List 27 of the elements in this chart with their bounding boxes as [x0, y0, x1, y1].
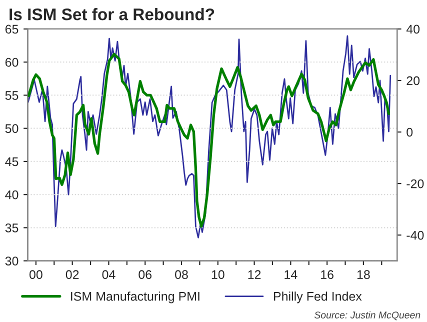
- y-tick-label: 35: [5, 224, 18, 232]
- y2-tick-label: -40: [406, 230, 424, 240]
- y-tick-label: 40: [5, 190, 18, 200]
- y-tick-label: 55: [5, 91, 18, 100]
- y-tick-label: 45: [5, 157, 18, 166]
- y2-tick-label: 40: [406, 24, 420, 34]
- x-tick-label: 10: [212, 270, 224, 280]
- x-tick-label: 00: [29, 270, 42, 280]
- y-tick-label: 50: [5, 124, 18, 133]
- x-tick-label: 06: [138, 270, 152, 280]
- y2-tick-label: 20: [406, 76, 420, 86]
- y-tick-label: 65: [5, 24, 18, 34]
- x-tick-label: 02: [66, 270, 79, 280]
- x-tick-label: 18: [357, 270, 370, 280]
- y2-tick-label: 0: [406, 128, 413, 137]
- source-note: Source: Justin McQueen: [314, 311, 420, 320]
- legend-label: Philly Fed Index: [274, 292, 362, 304]
- legend-label: ISM Manufacturing PMI: [71, 292, 200, 304]
- x-tick-label: 08: [175, 270, 188, 280]
- y-tick-label: 60: [5, 58, 18, 67]
- y-tick-label: 30: [5, 256, 18, 266]
- x-tick-label: 14: [284, 270, 298, 279]
- y2-tick-label: -20: [406, 179, 424, 188]
- x-tick-label: 16: [321, 270, 334, 280]
- x-tick-label: 12: [248, 270, 261, 279]
- chart-title: Is ISM Set for a Rebound?: [10, 8, 214, 20]
- x-tick-label: 04: [102, 270, 116, 280]
